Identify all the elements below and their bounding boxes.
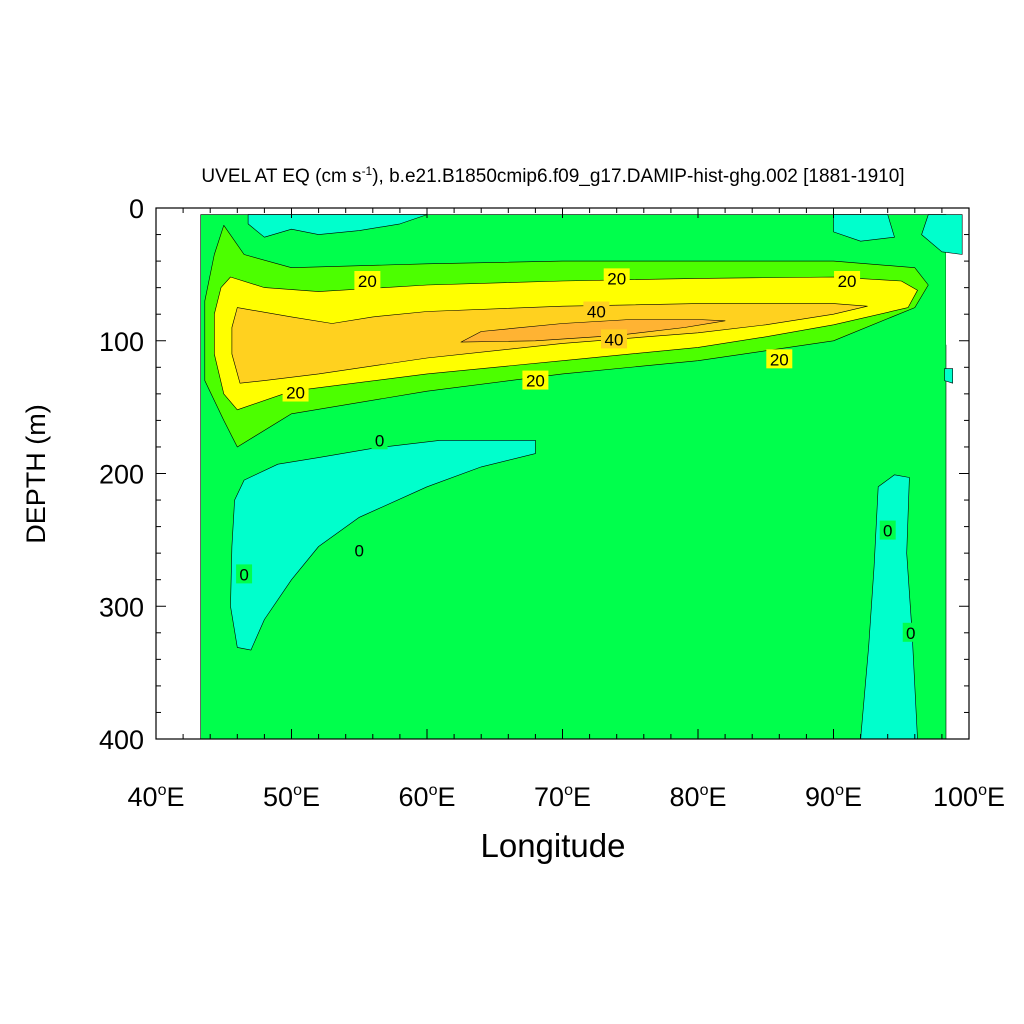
contour-label-10: 0 — [239, 565, 248, 584]
contour-label-12: 0 — [906, 624, 915, 643]
contour-label-bg-8 — [371, 430, 388, 450]
axis-ticks — [155, 207, 970, 740]
contour-region-lt0-3 — [833, 214, 895, 242]
y-tick-labels: 0 100 200 300 400 — [99, 194, 144, 755]
contour-region-lt0-2 — [247, 214, 428, 238]
x-tick-label-40: 40oE — [128, 782, 185, 812]
contour-label-bg-3 — [583, 301, 610, 321]
x-tick-label-80: 80oE — [670, 782, 727, 812]
contour-label-bg-4 — [600, 329, 627, 349]
x-axis-label: Longitude — [481, 827, 626, 864]
x-tick-label-90: 90oE — [805, 782, 862, 812]
title-sup: -1 — [362, 164, 373, 178]
x-tick-label-50: 50oE — [263, 782, 320, 812]
contour-label-1: 20 — [607, 269, 626, 288]
contour-label-bg-11 — [879, 520, 896, 540]
contour-label-2: 20 — [838, 272, 857, 291]
contour-label-5: 20 — [770, 350, 789, 369]
contour-label-bg-12 — [902, 622, 919, 642]
contour-label-bg-0 — [354, 271, 381, 291]
title-post: ), b.e21.B1850cmip6.f09_g17.DAMIP-hist-g… — [372, 166, 904, 187]
contour-label-9: 0 — [355, 541, 364, 560]
y-tick-label-300: 300 — [99, 592, 144, 622]
contour-label-bg-9 — [351, 540, 368, 560]
contour-label-3: 40 — [587, 303, 606, 322]
contour-label-7: 20 — [286, 384, 305, 403]
contour-label-8: 0 — [375, 431, 384, 450]
y-tick-label-100: 100 — [99, 327, 144, 357]
y-tick-label-200: 200 — [99, 460, 144, 490]
contour-region-lt0-11 — [860, 474, 918, 740]
contour-label-11: 0 — [883, 522, 892, 541]
y-tick-label-0: 0 — [129, 194, 144, 224]
contour-label-bg-7 — [282, 382, 309, 402]
contour-label-0: 20 — [358, 272, 377, 291]
x-tick-labels: 40oE 50oE 60oE 70oE 80oE 90oE 100oE — [128, 782, 1005, 812]
contour-label-bg-10 — [236, 564, 253, 584]
x-tick-label-100: 100oE — [933, 782, 1005, 812]
y-axis-label: DEPTH (m) — [21, 404, 51, 543]
contour-region-gt40-9 — [460, 319, 726, 343]
contour-fill-layer — [200, 214, 963, 740]
contour-label-bg-2 — [834, 271, 861, 291]
contour-label-6: 20 — [526, 372, 545, 391]
chart-title: UVEL AT EQ (cm s-1), b.e21.B1850cmip6.f0… — [201, 164, 904, 187]
x-tick-label-70: 70oE — [534, 782, 591, 812]
contour-label-bg-5 — [766, 349, 793, 369]
contour-label-bg-6 — [522, 370, 549, 390]
contour-label-4: 40 — [605, 330, 624, 349]
y-tick-label-400: 400 — [99, 725, 144, 755]
title-pre: UVEL AT EQ (cm s — [201, 166, 361, 187]
x-tick-label-60: 60oE — [399, 782, 456, 812]
contour-region-lt0-4 — [921, 214, 963, 255]
contour-region-lt0-5 — [944, 368, 954, 384]
contour-label-bg-1 — [603, 268, 630, 288]
